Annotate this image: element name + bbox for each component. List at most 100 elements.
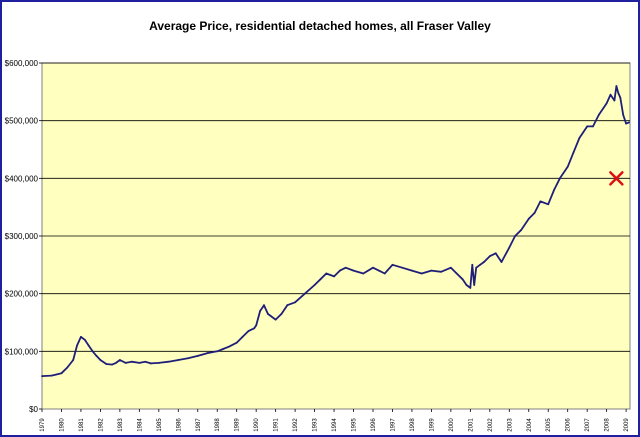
- data-point: [475, 266, 478, 269]
- data-point: [440, 270, 443, 273]
- data-point: [455, 272, 458, 275]
- data-point: [333, 275, 335, 278]
- data-point: [228, 345, 230, 348]
- data-point: [325, 272, 328, 275]
- data-point: [196, 355, 199, 357]
- data-point: [473, 284, 476, 286]
- x-tick-label: 2007: [585, 418, 591, 432]
- data-point: [619, 96, 622, 99]
- data-point: [572, 151, 575, 154]
- x-tick-label: 1980: [59, 418, 65, 432]
- data-point: [469, 287, 472, 289]
- x-tick-label: 2005: [546, 418, 552, 432]
- x-tick-label: 1993: [313, 418, 319, 432]
- y-tick-label: $500,000: [5, 117, 39, 126]
- data-point: [338, 269, 341, 272]
- x-tick-label: 1986: [176, 418, 182, 432]
- data-point: [286, 304, 289, 307]
- data-point: [483, 261, 485, 263]
- data-point: [72, 359, 75, 361]
- x-tick-label: 2004: [527, 418, 533, 432]
- data-point: [303, 292, 306, 295]
- x-tick-label: 1994: [332, 418, 338, 432]
- data-point: [130, 360, 133, 363]
- x-tick-label: 1988: [215, 418, 221, 432]
- x-tick-label: 2009: [624, 418, 630, 432]
- data-point: [479, 263, 481, 266]
- data-point: [449, 266, 452, 269]
- x-tick-label: 1997: [390, 418, 396, 432]
- data-point: [411, 269, 413, 272]
- data-point: [401, 266, 404, 269]
- data-point: [255, 324, 258, 327]
- chart-title: Average Price, residential detached home…: [149, 19, 491, 33]
- x-marker-stroke: [609, 171, 624, 186]
- data-point: [597, 114, 600, 116]
- x-tick-label: 2006: [566, 418, 572, 432]
- data-point: [263, 304, 265, 307]
- data-point: [625, 122, 628, 125]
- data-point: [352, 269, 355, 272]
- data-point: [253, 327, 256, 330]
- data-point: [586, 125, 589, 128]
- data-point: [559, 177, 561, 180]
- x-tick-label: 1985: [157, 418, 163, 432]
- data-point: [76, 344, 78, 347]
- data-point: [157, 361, 160, 364]
- x-tick-label: 1984: [137, 418, 143, 432]
- y-tick-label: $100,000: [5, 347, 39, 356]
- x-tick-label: 2003: [507, 418, 513, 432]
- x-tick-label: 1982: [98, 418, 104, 432]
- data-point: [235, 341, 238, 344]
- data-point: [111, 363, 113, 366]
- data-point: [115, 361, 117, 364]
- data-point: [95, 355, 98, 357]
- x-marker: [609, 171, 624, 186]
- data-point: [465, 284, 468, 286]
- data-point: [294, 301, 297, 304]
- data-point: [83, 338, 86, 341]
- data-point: [118, 359, 121, 361]
- data-point: [41, 375, 43, 378]
- x-tick-label: 1983: [118, 418, 124, 432]
- data-point: [80, 336, 82, 338]
- data-point: [222, 348, 224, 350]
- x-tick-label: 1996: [371, 418, 377, 432]
- x-tick-label: 1998: [410, 418, 416, 432]
- data-point: [167, 360, 170, 363]
- data-point: [533, 212, 536, 214]
- x-tick-label: 1995: [352, 418, 358, 432]
- x-tick-label: 1981: [79, 418, 85, 432]
- data-point: [420, 272, 423, 275]
- data-point: [461, 278, 464, 281]
- data-point: [377, 269, 380, 272]
- data-point: [91, 350, 94, 353]
- data-point: [566, 165, 569, 168]
- data-point: [266, 312, 269, 315]
- data-point: [187, 357, 189, 360]
- data-point: [124, 361, 127, 364]
- x-tick-label: 1999: [429, 418, 435, 432]
- x-tick-label: 1989: [235, 418, 241, 432]
- data-point: [508, 246, 511, 249]
- x-tick-label: 1991: [274, 418, 280, 432]
- data-point: [247, 330, 250, 333]
- data-point: [177, 359, 180, 361]
- data-point: [138, 361, 141, 364]
- data-point: [547, 203, 550, 206]
- data-point: [578, 137, 581, 139]
- x-tick-label: 2008: [605, 418, 611, 432]
- y-tick-label: $0: [29, 405, 38, 414]
- data-point: [241, 336, 244, 338]
- data-point: [280, 312, 283, 315]
- y-tick-label: $300,000: [5, 232, 39, 241]
- data-point: [99, 359, 102, 361]
- y-tick-label: $600,000: [5, 59, 39, 68]
- data-point: [206, 352, 209, 354]
- data-point: [60, 372, 63, 375]
- data-point: [494, 252, 497, 255]
- data-point: [628, 121, 630, 124]
- data-point: [488, 255, 491, 258]
- data-point: [527, 217, 530, 220]
